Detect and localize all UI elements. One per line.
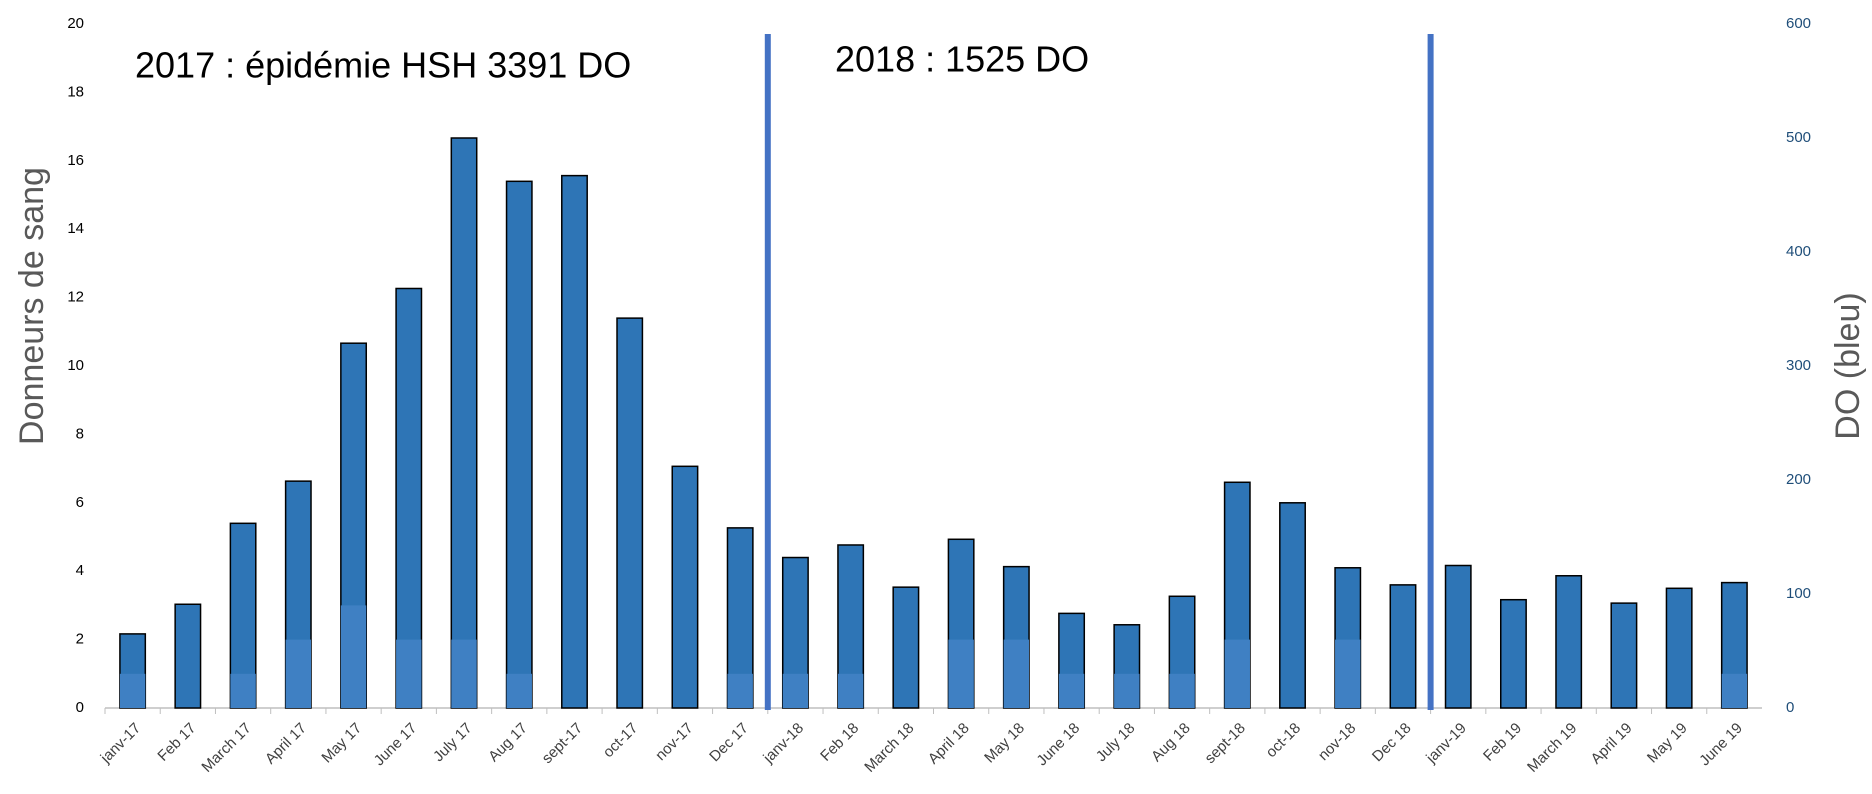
bar xyxy=(616,317,644,709)
inner-bar xyxy=(285,639,312,708)
inner-bar xyxy=(1058,673,1085,708)
x-tick-label: April 18 xyxy=(925,720,973,768)
x-tick-label: Dec 17 xyxy=(706,720,752,766)
y-tick-label: 18 xyxy=(67,83,84,100)
y2-tick-label: 400 xyxy=(1786,243,1811,260)
bar xyxy=(671,465,699,709)
inner-bar xyxy=(1335,639,1361,708)
inner-bar xyxy=(396,639,422,708)
x-tick-label: janv-19 xyxy=(1422,720,1470,768)
x-tick-label: oct-18 xyxy=(1263,720,1305,762)
bar xyxy=(505,180,533,709)
inner-bar xyxy=(782,673,809,708)
x-tick-label: July 18 xyxy=(1093,720,1139,766)
bar xyxy=(1665,587,1693,709)
y2-tick-label: 300 xyxy=(1786,357,1811,374)
inner-bar xyxy=(1169,673,1195,708)
y-tick-label: 14 xyxy=(67,220,84,237)
x-tick-label: May 18 xyxy=(981,720,1028,767)
x-tick-label: janv-18 xyxy=(760,720,808,768)
inner-bar xyxy=(837,673,864,708)
bar xyxy=(450,137,478,709)
inner-bar xyxy=(1721,673,1748,708)
x-tick-label: Feb 17 xyxy=(154,720,199,765)
y-tick-label: 16 xyxy=(67,152,84,169)
y-tick-label: 4 xyxy=(76,562,84,579)
bar xyxy=(1444,564,1472,709)
y-tick-label: 2 xyxy=(76,631,84,648)
y2-tick-label: 600 xyxy=(1786,15,1811,32)
y-tick-label: 0 xyxy=(76,699,84,716)
inner-bar xyxy=(230,673,256,708)
x-tick-label: Aug 18 xyxy=(1148,720,1194,766)
y2-axis-title: DO (bleu) xyxy=(1829,292,1867,439)
x-tick-label: Aug 17 xyxy=(485,720,531,766)
bar xyxy=(1610,602,1638,709)
inner-bar xyxy=(948,639,974,708)
y-tick-label: 10 xyxy=(67,357,84,374)
x-tick-label: March 19 xyxy=(1524,720,1580,776)
annotation: 2017 : épidémie HSH 3391 DO xyxy=(135,45,631,86)
x-tick-label: Dec 18 xyxy=(1369,720,1415,766)
x-tick-label: April 19 xyxy=(1588,720,1636,768)
y-tick-label: 12 xyxy=(67,289,84,306)
inner-bar xyxy=(340,605,367,708)
inner-bar xyxy=(451,639,477,708)
y-axis-title: Donneurs de sang xyxy=(13,167,51,445)
x-tick-label: janv-17 xyxy=(97,720,145,768)
x-tick-label: sept-18 xyxy=(1202,720,1249,767)
x-tick-label: May 17 xyxy=(318,720,365,767)
x-tick-label: Feb 18 xyxy=(817,720,862,765)
bar xyxy=(1389,584,1417,709)
y-tick-label: 20 xyxy=(67,15,84,32)
y2-tick-label: 500 xyxy=(1786,129,1811,146)
x-tick-label: oct-17 xyxy=(600,720,642,762)
y-tick-label: 6 xyxy=(76,494,84,511)
inner-bar xyxy=(119,673,146,708)
inner-bar xyxy=(1114,673,1140,708)
x-tick-label: June 18 xyxy=(1033,720,1083,770)
x-tick-label: March 18 xyxy=(861,720,917,776)
bar xyxy=(1555,575,1583,709)
x-tick-label: nov-18 xyxy=(1315,720,1359,764)
x-tick-label: June 19 xyxy=(1696,720,1746,770)
x-tick-label: Feb 19 xyxy=(1480,720,1525,765)
bar xyxy=(1279,502,1306,709)
y2-tick-label: 0 xyxy=(1786,699,1794,716)
bar xyxy=(892,586,920,709)
bar xyxy=(395,287,423,709)
annotation: 2018 : 1525 DO xyxy=(835,39,1089,80)
x-tick-label: May 19 xyxy=(1644,720,1691,767)
inner-bar xyxy=(1003,639,1030,708)
bar xyxy=(1499,598,1527,709)
bar xyxy=(561,174,588,709)
bar xyxy=(174,603,202,709)
x-tick-label: April 17 xyxy=(262,720,310,768)
y2-tick-label: 100 xyxy=(1786,585,1811,602)
inner-bar xyxy=(1224,639,1250,708)
y-tick-label: 8 xyxy=(76,425,84,442)
x-tick-label: sept-17 xyxy=(539,720,586,767)
y2-tick-label: 200 xyxy=(1786,471,1811,488)
x-tick-label: July 17 xyxy=(430,720,476,766)
inner-bar xyxy=(506,673,532,708)
x-tick-label: nov-17 xyxy=(652,720,696,764)
inner-bar xyxy=(727,673,753,708)
x-tick-label: June 17 xyxy=(371,720,421,770)
x-tick-label: March 17 xyxy=(198,720,254,776)
